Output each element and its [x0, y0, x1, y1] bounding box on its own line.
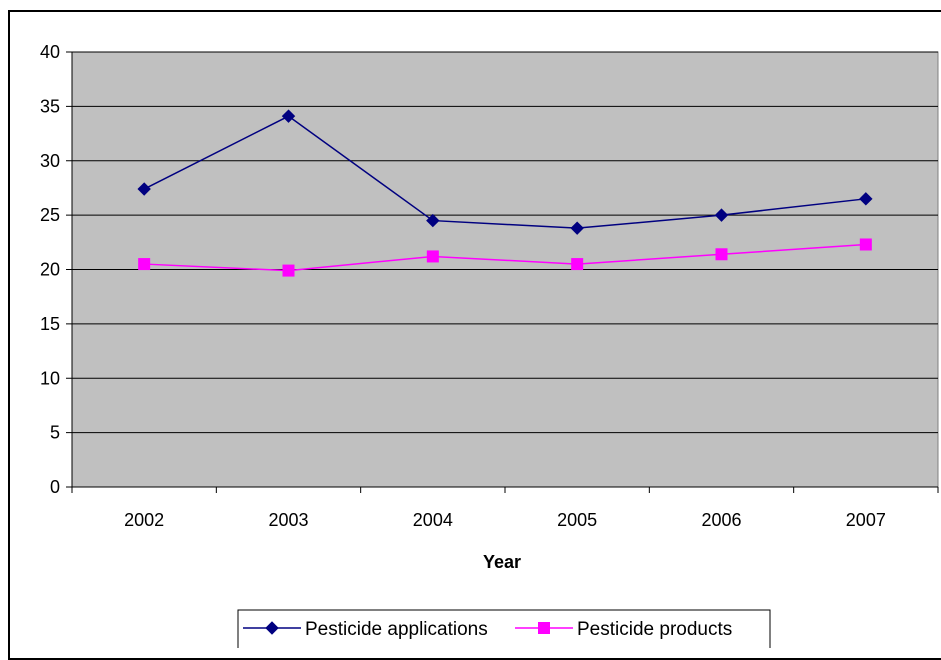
x-tick-label: 2005 — [557, 510, 597, 530]
series-1 — [138, 238, 872, 277]
data-point — [570, 221, 584, 235]
y-tick-label: 15 — [40, 314, 60, 334]
data-point — [281, 109, 296, 123]
legend-label: Pesticide products — [577, 619, 732, 640]
x-tick-label: 2007 — [846, 510, 886, 530]
legend-marker — [265, 621, 279, 635]
series-line — [144, 243, 866, 272]
y-tick-label: 30 — [40, 151, 60, 171]
series-0 — [137, 109, 873, 235]
data-point — [715, 248, 728, 261]
y-tick-label: 5 — [50, 423, 60, 443]
data-point — [571, 258, 584, 271]
y-tick-label: 0 — [50, 477, 60, 497]
data-point — [282, 264, 295, 277]
y-tick-label: 40 — [40, 42, 60, 62]
data-point — [426, 213, 440, 228]
data-point — [714, 208, 729, 222]
data-point — [859, 192, 873, 206]
x-tick-label: 2003 — [268, 510, 308, 530]
legend-box — [237, 609, 771, 648]
y-tick-label: 20 — [40, 260, 60, 280]
y-tick-label: 35 — [40, 96, 60, 116]
axes: 0 5 10 15 20 25 30 35 40 2002 2003 2004 2005 2006 2007 — [40, 42, 939, 530]
data-point — [859, 238, 872, 251]
y-tick-label: 25 — [40, 205, 60, 225]
legend-label: Pesticide applications — [305, 619, 488, 640]
x-tick-label: 2004 — [413, 510, 453, 530]
data-point — [137, 182, 151, 196]
x-axis-title: Year — [483, 552, 521, 572]
legend-marker — [538, 622, 550, 634]
legend: Pesticide applications Pesticide products — [237, 609, 771, 648]
series-layer — [137, 109, 873, 277]
x-tick-label: 2006 — [701, 510, 741, 530]
data-point — [138, 258, 151, 271]
gridlines — [72, 51, 938, 434]
x-tick-label: 2002 — [124, 510, 164, 530]
data-point — [426, 250, 439, 263]
y-tick-label: 10 — [40, 368, 60, 388]
series-line — [143, 115, 866, 229]
